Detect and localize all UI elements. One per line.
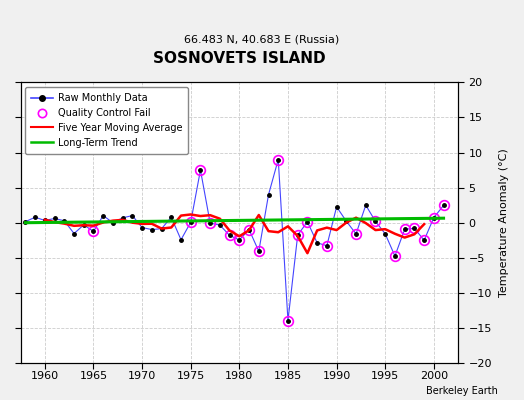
Y-axis label: Temperature Anomaly (°C): Temperature Anomaly (°C) (499, 148, 509, 297)
Title: SOSNOVETS ISLAND: SOSNOVETS ISLAND (153, 51, 325, 66)
Text: 66.483 N, 40.683 E (Russia): 66.483 N, 40.683 E (Russia) (184, 34, 340, 44)
Legend: Raw Monthly Data, Quality Control Fail, Five Year Moving Average, Long-Term Tren: Raw Monthly Data, Quality Control Fail, … (26, 87, 188, 154)
Text: Berkeley Earth: Berkeley Earth (426, 386, 498, 396)
